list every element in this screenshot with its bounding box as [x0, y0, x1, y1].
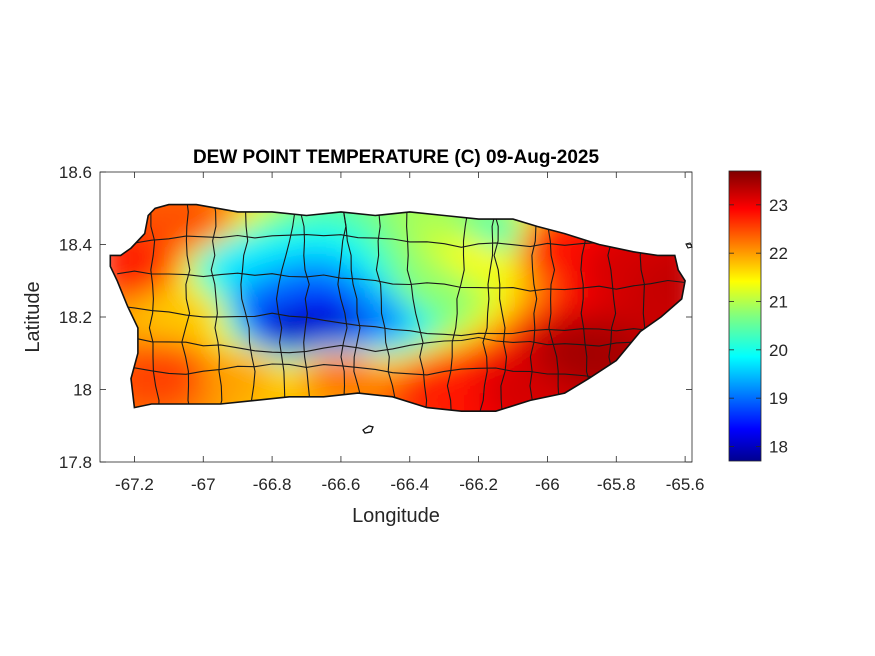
x-axis-ticks: -67.2 -67 -66.8 -66.6 -66.4 -66.2 -66 -65.8 -65.…: [115, 172, 704, 494]
x-tick-label: -65.8: [597, 475, 636, 494]
x-tick-label: -66.2: [459, 475, 498, 494]
colorbar-tick-label: 22: [769, 244, 788, 263]
y-tick-label: 18.4: [59, 236, 92, 255]
x-tick-label: -66: [535, 475, 560, 494]
y-tick-label: 18.2: [59, 308, 92, 327]
x-tick-label: -66.6: [322, 475, 361, 494]
municipality-boundaries: [117, 204, 686, 412]
x-tick-label: -67.2: [115, 475, 154, 494]
colorbar-tick-label: 19: [769, 389, 788, 408]
y-axis-ticks: 17.8 18 18.2 18.4 18.6: [59, 163, 692, 472]
desecheo-island: [685, 242, 693, 249]
colorbar-tick-label: 20: [769, 341, 788, 360]
x-tick-label: -66.4: [390, 475, 429, 494]
caja-de-muertos-island: [362, 425, 374, 434]
x-tick-label: -67: [191, 475, 216, 494]
x-axis-label: Longitude: [352, 505, 440, 527]
colorbar-ticks: 18 19 20 21 22 23: [729, 196, 788, 457]
island-outline: [109, 203, 686, 412]
y-tick-label: 17.8: [59, 453, 92, 472]
x-tick-label: -66.8: [253, 475, 292, 494]
y-tick-label: 18.6: [59, 163, 92, 182]
colorbar-tick-label: 23: [769, 196, 788, 215]
colorbar-tick-label: 21: [769, 293, 788, 312]
y-axis-label: Latitude: [22, 281, 44, 352]
chart-title: DEW POINT TEMPERATURE (C) 09-Aug-2025: [193, 147, 600, 168]
x-tick-label: -65.6: [666, 475, 705, 494]
colorbar-tick-label: 18: [769, 438, 788, 457]
y-tick-label: 18: [73, 381, 92, 400]
colorbar: [728, 170, 762, 462]
